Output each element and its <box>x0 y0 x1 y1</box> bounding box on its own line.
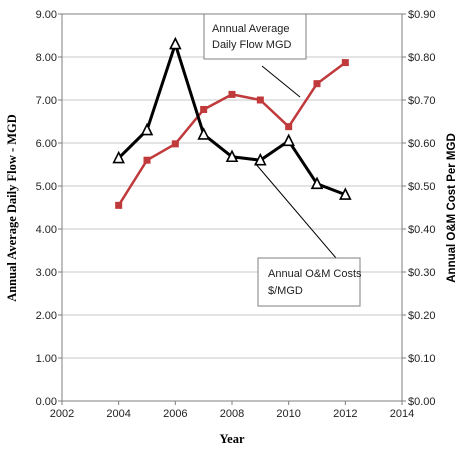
x-tick-label: 2012 <box>333 408 357 420</box>
x-tick-label: 2008 <box>220 408 244 420</box>
y-right-tick-label: $0.00 <box>408 396 436 408</box>
y-left-tick-label: 6.00 <box>36 138 57 150</box>
y-axis-right-title: Annual O&M Cost Per MGD <box>446 133 458 283</box>
x-axis-title: Year <box>220 432 245 446</box>
y-right-tick-label: $0.70 <box>408 95 436 107</box>
data-point <box>228 90 236 98</box>
flow-callout-line-2: Daily Flow MGD <box>212 39 292 51</box>
data-point <box>115 201 123 209</box>
y-right-tick-label: $0.50 <box>408 181 436 193</box>
y-right-tick-label: $0.40 <box>408 224 436 236</box>
x-axis-ticks: 2002 2004 2006 2008 2010 2012 2014 <box>50 401 414 420</box>
y-axis-left-title: Annual Average Daily Flow - MGD <box>5 114 19 302</box>
data-point <box>341 59 349 67</box>
data-point <box>171 140 179 148</box>
data-point <box>169 36 182 50</box>
y-left-tick-label: 5.00 <box>36 181 57 193</box>
data-point <box>112 150 125 164</box>
y-right-tick-label: $0.30 <box>408 267 436 279</box>
data-point <box>285 123 293 131</box>
cost-callout-line-2: $/MGD <box>268 285 303 297</box>
y-right-tick-label: $0.80 <box>408 52 436 64</box>
data-point <box>143 156 151 164</box>
y-left-tick-label: 3.00 <box>36 267 57 279</box>
y-right-tick-label: $0.60 <box>408 138 436 150</box>
y-axis-right-ticks: $0.00 $0.10 $0.20 $0.30 $0.40 $0.50 $0.60 $0.70… <box>402 9 436 408</box>
y-left-tick-label: 7.00 <box>36 95 57 107</box>
flow-callout-leader <box>261 65 301 98</box>
data-point <box>200 105 208 113</box>
flow-callout-box <box>203 13 307 60</box>
y-right-tick-label: $0.10 <box>408 353 436 365</box>
flow-callout: Annual Average Daily Flow MGD <box>203 13 307 98</box>
y-left-tick-label: 1.00 <box>36 353 57 365</box>
gridlines <box>62 56 402 359</box>
flow-callout-line-1: Annual Average <box>212 23 289 35</box>
data-point <box>140 122 154 136</box>
y-left-tick-label: 9.00 <box>36 9 57 21</box>
y-left-tick-label: 0.00 <box>36 396 57 408</box>
x-tick-label: 2010 <box>276 408 300 420</box>
y-axis-left-ticks: 0.00 1.00 2.00 3.00 4.00 5.00 6.00 7.00 8.00 9.00 <box>36 9 62 408</box>
data-point <box>254 152 267 166</box>
data-point <box>256 96 264 104</box>
x-tick-label: 2006 <box>163 408 187 420</box>
data-point <box>339 187 352 200</box>
y-left-tick-label: 8.00 <box>36 52 57 64</box>
y-left-tick-label: 2.00 <box>36 310 57 322</box>
data-point <box>282 133 295 147</box>
data-point <box>313 80 321 88</box>
data-point <box>310 176 324 190</box>
series-flow <box>115 59 349 209</box>
cost-callout-box <box>257 257 361 307</box>
data-point <box>197 127 210 140</box>
x-tick-label: 2014 <box>390 408 414 420</box>
y-left-tick-label: 4.00 <box>36 224 57 236</box>
y-right-tick-label: $0.20 <box>408 310 436 322</box>
y-right-tick-label: $0.90 <box>408 9 436 21</box>
cost-callout-leader <box>254 162 337 259</box>
series-cost <box>112 36 352 200</box>
data-point <box>225 149 239 163</box>
cost-callout: Annual O&M Costs $/MGD <box>254 162 362 307</box>
x-tick-label: 2002 <box>50 408 74 420</box>
cost-callout-line-1: Annual O&M Costs <box>268 268 362 280</box>
x-tick-label: 2004 <box>106 408 130 420</box>
series-layer <box>112 36 352 209</box>
